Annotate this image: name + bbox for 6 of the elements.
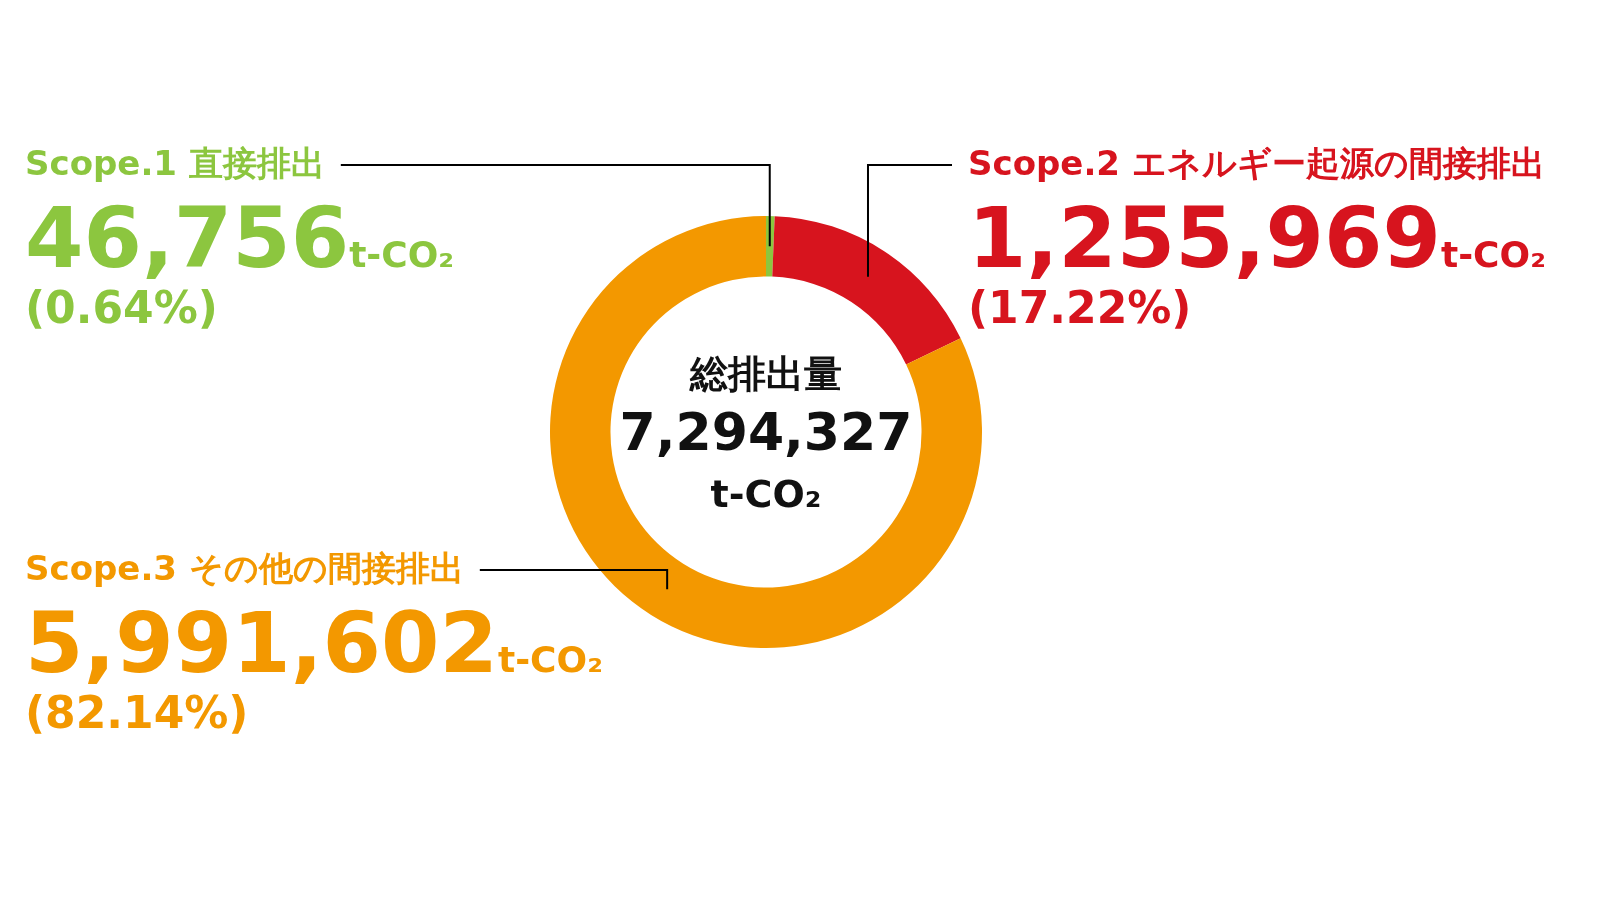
slice-label: Scope.1 直接排出: [25, 143, 325, 183]
text: t-CO₂: [710, 472, 822, 516]
text: 7,294,327: [619, 402, 913, 462]
slice-label: Scope.2 エネルギー起源の間接排出: [968, 143, 1545, 183]
slice-label: Scope.3 その他の間接排出: [25, 548, 464, 588]
text: 総排出量: [689, 352, 842, 396]
